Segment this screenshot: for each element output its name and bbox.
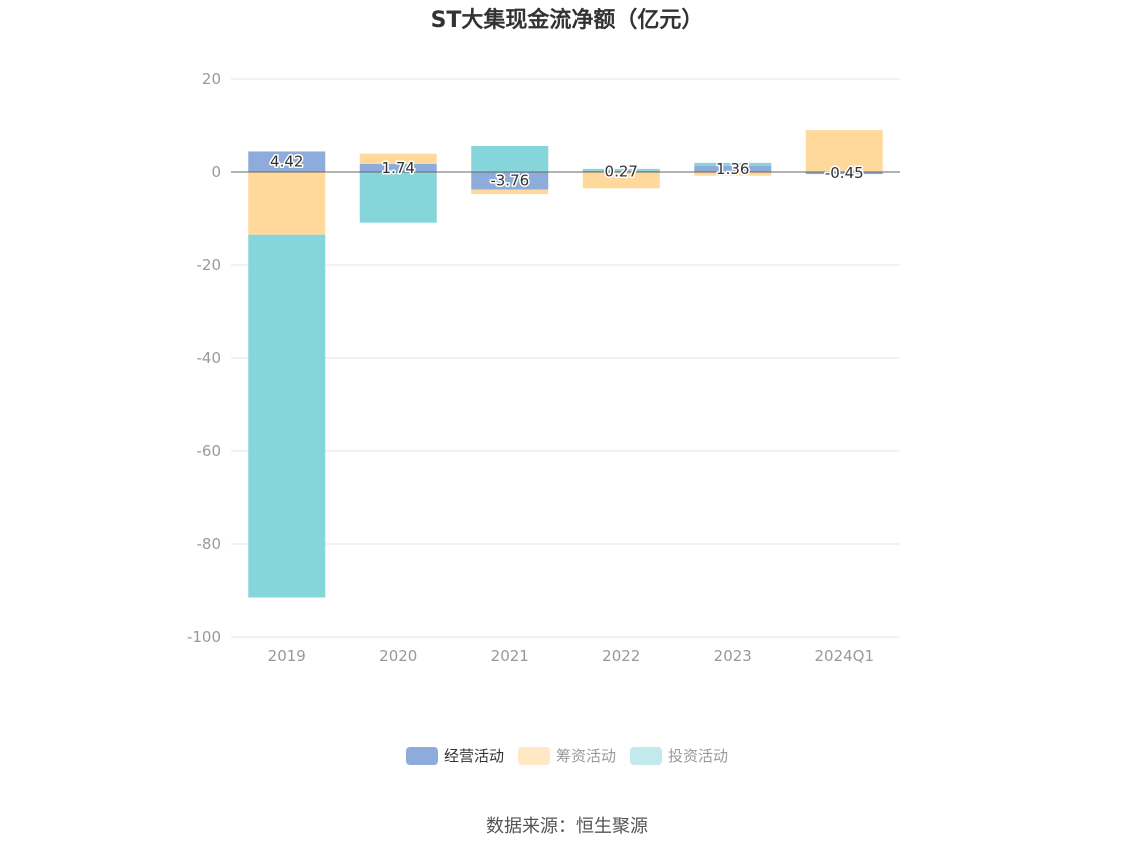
- x-tick-label: 2023: [714, 647, 752, 665]
- data-label: 4.42: [270, 153, 303, 171]
- legend-item-operating[interactable]: 经营活动: [405, 745, 504, 766]
- legend-label-investing: 投资活动: [668, 747, 729, 765]
- bar-investing: [471, 145, 549, 172]
- bar-investing: [359, 172, 437, 223]
- chart-title: ST大集现金流净额（亿元）: [430, 8, 704, 33]
- bar-financing: [582, 172, 660, 189]
- bar-financing: [805, 130, 883, 172]
- bar-operating: [471, 172, 549, 190]
- x-tick-label: 2019: [268, 647, 306, 665]
- legend: 经营活动 筹资活动 投资活动: [0, 745, 1134, 766]
- data-labels: 4.42 1.74 -3.76 0.27 1.36 -0.45: [269, 151, 866, 191]
- y-tick-label: -40: [197, 349, 222, 367]
- bar-investing: [582, 168, 660, 171]
- x-tick-label: 2020: [379, 647, 417, 665]
- data-label: -0.45: [825, 164, 864, 182]
- y-axis-ticks: 20 0 -20 -40 -60 -80 -100: [187, 70, 221, 646]
- data-label: 1.36: [716, 160, 749, 178]
- data-label: -3.76: [490, 172, 529, 190]
- y-tick-label: -80: [197, 535, 222, 553]
- x-tick-label: 2024Q1: [814, 647, 874, 665]
- bar-operating: [694, 165, 772, 172]
- bar-investing: [694, 162, 772, 166]
- x-tick-label: 2021: [491, 647, 529, 665]
- bar-investing: [248, 234, 326, 598]
- legend-swatch-operating: [405, 746, 438, 765]
- bar-operating: [248, 151, 326, 172]
- y-tick-label: -20: [197, 256, 222, 274]
- y-tick-label: 20: [202, 70, 221, 88]
- legend-swatch-investing: [630, 746, 662, 765]
- legend-swatch-financing: [517, 746, 550, 765]
- y-tick-label: -100: [187, 628, 221, 646]
- bar-operating: [805, 172, 883, 175]
- bar-financing: [694, 172, 772, 176]
- y-tick-label: -60: [197, 442, 222, 460]
- legend-label-financing: 筹资活动: [555, 747, 616, 765]
- grid-lines: [231, 78, 900, 638]
- x-axis-ticks: 2019 2020 2021 2022 2023 2024Q1: [268, 647, 874, 665]
- bars: [248, 130, 883, 598]
- legend-label-operating: 经营活动: [443, 747, 504, 765]
- bar-operating: [582, 170, 660, 172]
- legend-item-financing[interactable]: 筹资活动: [517, 745, 616, 766]
- legend-item-investing[interactable]: 投资活动: [630, 745, 728, 766]
- bar-financing: [471, 189, 549, 195]
- data-source: 数据来源：恒生聚源: [486, 816, 648, 837]
- data-label: 0.27: [605, 162, 638, 180]
- y-tick-label: 0: [211, 163, 221, 181]
- data-label: 1.74: [382, 159, 415, 177]
- cashflow-chart: 20 0 -20 -40 -60 -80 -100 2019 2020 2021 2022 2023…: [187, 70, 900, 665]
- x-tick-label: 2022: [602, 647, 640, 665]
- bar-financing: [248, 172, 326, 235]
- bar-operating: [359, 163, 437, 172]
- bar-financing: [359, 153, 437, 164]
